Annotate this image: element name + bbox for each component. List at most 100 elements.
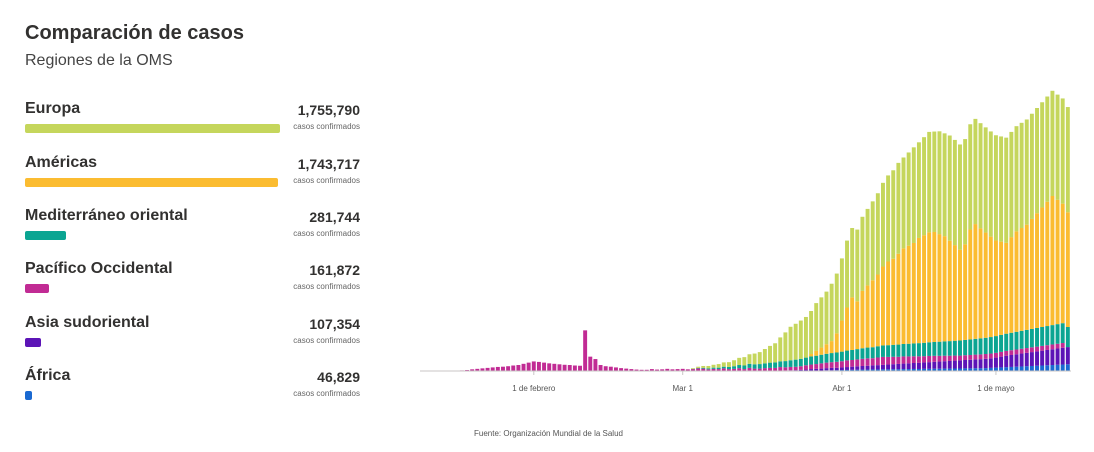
bar-segment xyxy=(732,366,737,369)
bar-segment xyxy=(839,361,844,368)
bar-segment xyxy=(958,360,962,369)
bar-segment xyxy=(1055,94,1060,200)
bar-segment xyxy=(716,364,721,368)
bar-segment xyxy=(881,345,885,357)
bar-segment xyxy=(881,364,885,370)
bar-segment xyxy=(1050,344,1055,350)
bar-segment xyxy=(947,135,952,241)
bar-segment xyxy=(644,369,649,371)
bar-segment xyxy=(1024,348,1029,353)
bar-segment xyxy=(1014,366,1019,371)
bar-segment xyxy=(768,367,772,371)
bar-segment xyxy=(783,367,788,371)
bar-segment xyxy=(958,355,962,361)
bar-segment xyxy=(562,364,567,371)
region-caption: casos confirmados xyxy=(293,229,360,238)
bar-segment xyxy=(634,369,639,371)
bar-segment xyxy=(942,341,947,356)
bar-segment xyxy=(896,344,901,357)
bar-segment xyxy=(947,341,952,356)
bar-segment xyxy=(855,359,860,367)
bar-segment xyxy=(834,352,839,362)
bar-segment xyxy=(696,366,701,368)
bar-segment xyxy=(999,367,1004,371)
bar-segment xyxy=(685,369,690,371)
bar-segment xyxy=(978,228,983,339)
bar-segment xyxy=(1024,119,1029,225)
bar-segment xyxy=(1024,352,1029,367)
bar-segment xyxy=(701,365,706,368)
bar-segment xyxy=(834,367,839,371)
bar-segment xyxy=(886,175,891,262)
bar-segment xyxy=(973,118,978,225)
bar-segment xyxy=(952,340,957,356)
bar-segment xyxy=(896,363,901,370)
bar-segment xyxy=(999,356,1004,368)
bar-segment xyxy=(947,240,952,342)
bar-segment xyxy=(1040,327,1045,346)
bar-segment xyxy=(619,368,624,371)
bar-segment xyxy=(896,369,901,371)
bar-segment xyxy=(1060,323,1065,344)
bar-segment xyxy=(1019,330,1024,349)
bar-segment xyxy=(988,236,993,338)
bar-segment xyxy=(768,345,772,363)
bar-segment xyxy=(988,131,993,237)
bar-segment xyxy=(993,352,998,358)
bar-segment xyxy=(1055,324,1060,344)
bar-segment xyxy=(906,363,911,370)
bar-segment xyxy=(1055,364,1060,371)
bar-segment xyxy=(773,367,778,371)
bar-segment xyxy=(875,193,880,275)
bar-segment xyxy=(901,343,906,357)
bar-segment xyxy=(798,358,803,367)
bar-segment xyxy=(947,355,952,361)
bar-segment xyxy=(1029,113,1034,219)
bar-segment xyxy=(798,369,803,371)
bar-segment xyxy=(1060,98,1065,204)
bar-segment xyxy=(1045,365,1050,371)
bar-segment xyxy=(778,367,783,371)
bar-segment xyxy=(783,361,788,368)
bar-segment xyxy=(711,364,716,368)
bar-segment xyxy=(973,368,978,371)
bar-segment xyxy=(506,366,511,371)
bar-segment xyxy=(875,346,880,358)
bar-segment xyxy=(737,365,742,369)
bar-segment xyxy=(696,368,701,371)
bar-segment xyxy=(922,235,927,343)
bar-segment xyxy=(860,216,865,291)
bar-segment xyxy=(922,342,927,357)
bar-segment xyxy=(1009,350,1014,355)
bar-segment xyxy=(963,360,968,369)
bar-segment xyxy=(757,364,762,369)
bar-segment xyxy=(798,320,803,359)
bar-segment xyxy=(937,131,942,235)
bar-segment xyxy=(1040,345,1045,351)
bar-segment xyxy=(1014,331,1019,350)
bar-segment xyxy=(911,356,916,363)
bar-segment xyxy=(721,368,726,371)
bar-segment xyxy=(870,369,875,371)
region-name: Europa xyxy=(25,100,81,117)
bar-segment xyxy=(1014,231,1019,332)
bar-segment xyxy=(742,369,747,371)
bar-segment xyxy=(783,332,788,362)
bar-segment xyxy=(881,266,885,346)
bar-segment xyxy=(999,136,1004,242)
bar-segment xyxy=(927,362,932,369)
bar-segment xyxy=(1060,347,1065,365)
bar-segment xyxy=(1050,325,1055,345)
bar-segment xyxy=(916,362,921,369)
region-count: 161,872 xyxy=(309,262,360,278)
bar-segment xyxy=(973,338,978,355)
bar-segment xyxy=(1019,228,1024,331)
bar-segment xyxy=(814,350,819,356)
bar-segment xyxy=(906,152,911,246)
bar-segment xyxy=(834,333,839,353)
bar-segment xyxy=(927,342,932,356)
bar-segment xyxy=(952,368,957,371)
bar-segment xyxy=(839,320,844,352)
bar-segment xyxy=(829,283,834,342)
bar-segment xyxy=(968,359,973,369)
